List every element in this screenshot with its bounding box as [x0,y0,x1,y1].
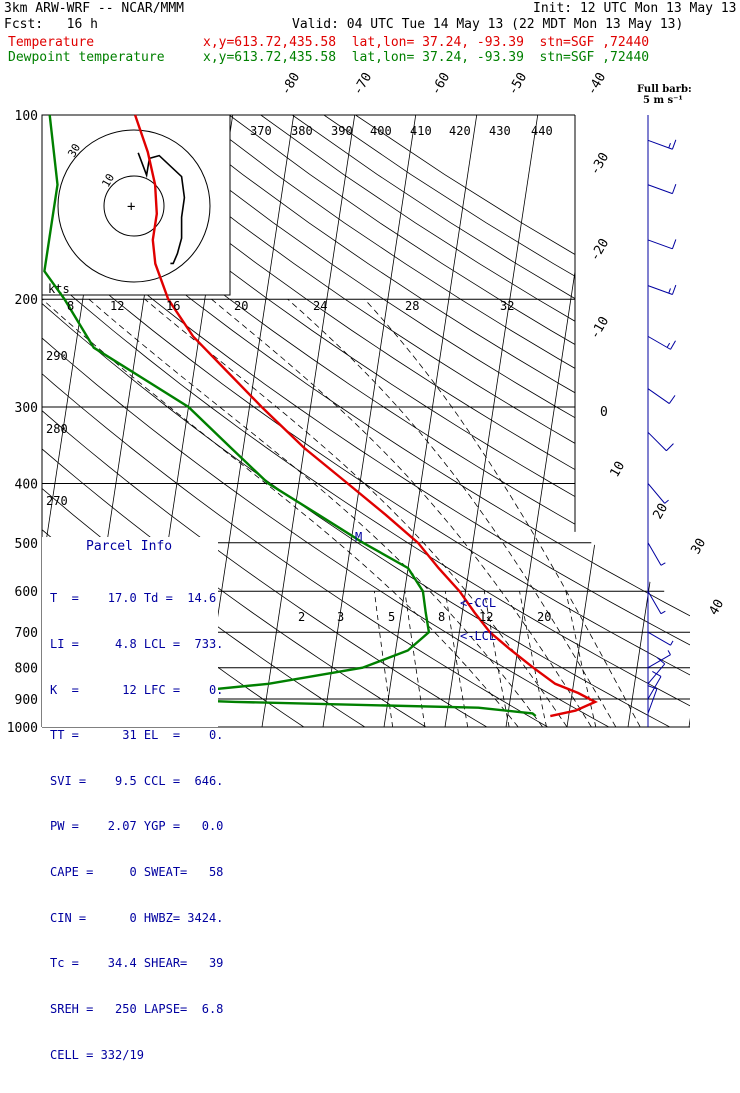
isotherm-line [323,115,416,727]
parcel-row: Tc = 34.4 SHEAR= 39 [50,956,223,971]
wind-barb [648,184,676,193]
barb-legend: Full barb: 5 m s⁻¹ [637,84,692,106]
hodograph-center: + [127,199,135,215]
theta-label: 370 [250,124,272,138]
parcel-row: SREH = 250 LAPSE= 6.8 [50,1002,223,1017]
pressure-tick-label: 1000 [7,721,38,736]
pressure-tick-label: 400 [15,477,38,492]
mixing-ratio-label: 28 [405,299,419,313]
pressure-tick-label: 300 [15,401,38,416]
pressure-tick-label: 700 [15,626,38,641]
mixing-ratio-label: 8 [67,299,74,313]
pressure-tick-label: 500 [15,537,38,552]
theta-label: 430 [489,124,511,138]
mixing-ratio-label: 5 [388,610,395,624]
parcel-row: PW = 2.07 YGP = 0.0 [50,819,223,834]
parcel-row: K = 12 LFC = 0. [50,683,223,698]
wind-barb [648,336,676,349]
mixing-ratio-label: 12 [479,610,493,624]
wind-barb [648,285,676,294]
theta-label: 400 [370,124,392,138]
parcel-row: TT = 31 EL = 0. [50,728,223,743]
mixing-ratio-label: 3 [337,610,344,624]
isotherm-line [506,115,599,727]
theta-label: 380 [291,124,313,138]
wind-barb [648,239,676,248]
isotherm-label: -20 [587,236,612,264]
parcel-annotation: <-CCL [460,596,496,610]
isotherm-line [567,115,660,727]
wind-barb [648,483,669,503]
theta-label: 440 [531,124,553,138]
wind-barb [648,543,665,566]
pressure-tick-label: 100 [15,109,38,124]
parcel-row: CELL = 332/19 [50,1048,223,1063]
isotherm-label: -60 [428,70,453,98]
barb-legend-line-1: Full barb: [637,84,692,95]
mixing-ratio-label: 8 [438,610,445,624]
pressure-tick-label: 200 [15,293,38,308]
mixing-ratio-label: 20 [537,610,551,624]
mixing-ratio-label: 16 [166,299,180,313]
isotherm-label: 10 [607,459,628,480]
pressure-tick-label: 600 [15,585,38,600]
isotherm-line [628,115,721,727]
wind-barb [648,389,675,404]
mixing-ratio-label: 12 [110,299,124,313]
isotherm-label: -10 [587,314,612,342]
parcel-info-panel: Parcel Info T = 17.0 Td = 14.6 LI = 4.8 … [42,537,218,727]
isotherm-label: -70 [350,70,375,98]
isotherm-label: -40 [584,70,609,98]
isotherm-label: 30 [688,536,709,557]
barb-legend-line-2: 5 m s⁻¹ [637,95,692,106]
parcel-row: T = 17.0 Td = 14.6 [50,591,223,606]
parcel-row: CAPE = 0 SWEAT= 58 [50,865,223,880]
wind-barb [648,140,676,149]
parcel-info-title: Parcel Info [86,539,172,554]
wind-barb [648,657,665,683]
isotherm-label: 40 [706,597,727,618]
parcel-row: SVI = 9.5 CCL = 646. [50,774,223,789]
wind-barb [648,432,673,450]
parcel-annotation: M [355,530,362,544]
mixing-ratio-label: 24 [313,299,327,313]
theta-label: 290 [46,349,68,363]
theta-label: 420 [449,124,471,138]
pressure-tick-label: 900 [15,693,38,708]
theta-label: 280 [46,422,68,436]
dry-adiabat [324,115,740,740]
isotherm-line [689,115,740,727]
parcel-info-rows: T = 17.0 Td = 14.6 LI = 4.8 LCL = 733. K… [50,561,223,1093]
mixing-ratio-label: 2 [298,610,305,624]
isotherm-label: -80 [278,70,303,98]
parcel-row: LI = 4.8 LCL = 733. [50,637,223,652]
mixing-ratio-label: 32 [500,299,514,313]
isotherm-label: 0 [600,405,608,420]
theta-label: 390 [331,124,353,138]
dry-adiabat [166,115,740,740]
parcel-row: CIN = 0 HWBZ= 3424. [50,911,223,926]
dry-adiabat [229,115,740,740]
isotherm-label: -50 [505,70,530,98]
theta-label: 410 [410,124,432,138]
mixing-ratio-label: 20 [234,299,248,313]
hodograph-frame [42,115,230,295]
hodograph-units: kts [48,282,70,296]
isotherm-label: -30 [587,150,612,178]
isotherm-label: 20 [650,501,671,522]
parcel-annotation: <-LCL [460,629,496,643]
moist-adiabat [365,299,641,727]
pressure-tick-label: 800 [15,662,38,677]
theta-label: 270 [46,494,68,508]
dry-adiabat [261,115,740,740]
